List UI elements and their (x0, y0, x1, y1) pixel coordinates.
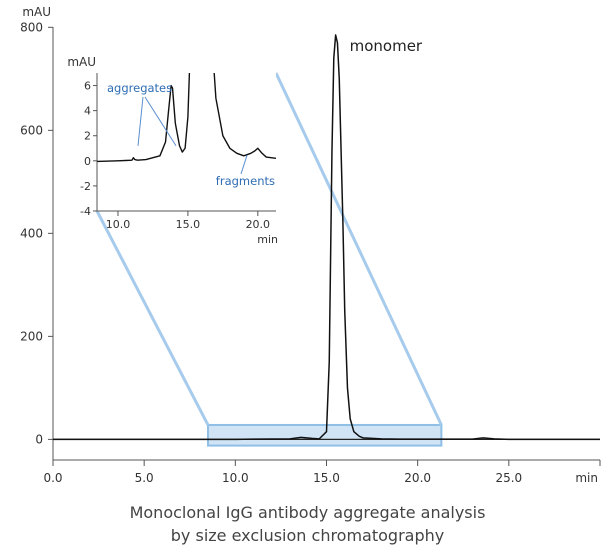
main-y-tick-label: 0 (35, 432, 43, 446)
zoom-connector-right (274, 72, 443, 426)
zoom-connector-left (95, 210, 210, 426)
monomer-peak-label: monomer (350, 37, 423, 55)
inset-x-tick-label: 10.0 (106, 218, 131, 231)
chart-caption-line-1: Monoclonal IgG antibody aggregate analys… (129, 503, 486, 522)
aggregates-pointer-2 (144, 96, 177, 147)
main-chromatogram-line (53, 34, 600, 441)
main-x-tick-label: 10.0 (222, 471, 249, 485)
zoom-region-rect (206, 423, 443, 447)
main-y-tick-label: 800 (20, 20, 43, 34)
aggregates-pointer-1 (137, 96, 144, 146)
main-x-unit-label: min (575, 471, 598, 485)
inset-x-unit-label: min (257, 233, 278, 246)
main-y-tick-label: 200 (20, 329, 43, 343)
main-y-tick-label: 400 (20, 226, 43, 240)
main-y-tick-label: 600 (20, 123, 43, 137)
main-x-tick-label: 5.0 (135, 471, 154, 485)
inset-y-tick-label: 6 (84, 80, 91, 93)
fragments-label: fragments (216, 174, 275, 188)
inset-chromatogram-line (97, 73, 276, 163)
main-y-unit-label: mAU (22, 5, 51, 19)
inset-x-tick-label: 15.0 (176, 218, 201, 231)
inset-y-tick-label: 0 (84, 155, 91, 168)
inset-x-tick-label: 20.0 (246, 218, 271, 231)
main-plot: 0 200 400 600 800 0.0 5.0 10.0 15.0 20.0 25.0 mAU mi… (20, 5, 601, 485)
fragments-pointer (240, 155, 248, 175)
main-x-tick-label: 15.0 (313, 471, 340, 485)
inset-y-tick-label: -4 (80, 205, 91, 218)
inset-y-unit-label: mAU (67, 55, 96, 69)
zoom-connector-group (95, 72, 443, 447)
aggregates-label: aggregates (107, 81, 172, 95)
main-x-tick-label: 25.0 (495, 471, 522, 485)
inset-background (97, 73, 276, 211)
inset-plot: -4 -2 0 2 4 6 10.0 15.0 20.0 mAU min aggregates frag… (67, 55, 278, 246)
inset-y-tick-label: -2 (80, 180, 91, 193)
inset-y-tick-label: 2 (84, 130, 91, 143)
main-x-tick-label: 0.0 (43, 471, 62, 485)
main-x-tick-label: 20.0 (404, 471, 431, 485)
inset-y-tick-label: 4 (84, 105, 91, 118)
chart-caption-line-2: by size exclusion chromatography (170, 526, 445, 545)
